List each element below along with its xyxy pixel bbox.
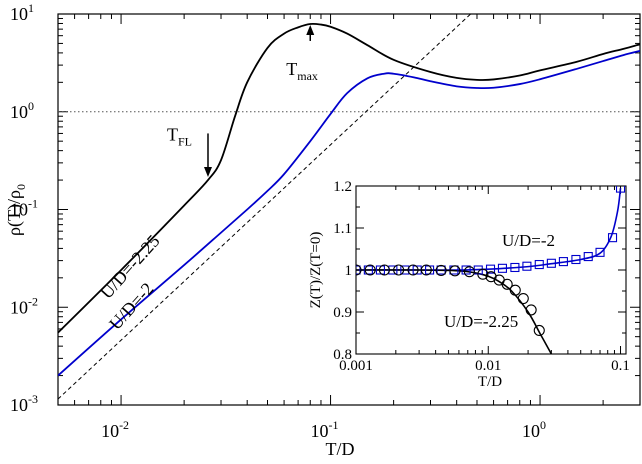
inset-point-square [583, 252, 593, 262]
inset-point-circle [463, 266, 475, 278]
inset-x-tick-label: 0.01 [475, 358, 501, 374]
inset-y-tick-label: 0.9 [333, 305, 352, 321]
inset-point-circle [356, 264, 362, 276]
inset-point-square [461, 265, 471, 275]
inset-x-axis-title: T/D [478, 374, 502, 390]
inset-point-square [546, 258, 556, 268]
inset-point-square [485, 264, 496, 274]
inset-y-tick-label: 1 [345, 263, 353, 279]
inset-y-tick-label: 1.1 [333, 221, 352, 237]
inset-point-square [375, 265, 385, 275]
inset-x-tick-label: 0.001 [339, 358, 373, 374]
inset-ticks [355, 185, 626, 355]
inset-label-blue: U/D=-2 [502, 231, 555, 250]
inset-y-axis-title: Z(T)/Z(T=0) [308, 232, 324, 309]
inset-point-circle [393, 264, 405, 276]
inset-point-circle [435, 264, 447, 276]
main-x-tick-exp: -2 [119, 418, 129, 432]
main-y-tick-base: 10 [10, 297, 28, 317]
main-y-tick-label: 100 [10, 99, 34, 122]
main-series [58, 14, 640, 400]
inset-point-circle [509, 284, 521, 296]
inset-tick-labels: 0.001 0.01 0.1 0.8 0.9 1 1.1 1.2 [333, 179, 630, 374]
main-y-tick-exp: -1 [28, 197, 38, 211]
main-y-axis-title-main: ρ(T)/ρ [4, 190, 25, 236]
main-series-line-black [58, 22, 640, 334]
main-x-axis-title: T/D [326, 439, 355, 459]
main-x-tick-label: 100 [522, 418, 546, 441]
main-x-tick-base: 10 [101, 421, 119, 441]
tfl-label-main: T [167, 124, 178, 144]
main-ticks [57, 13, 641, 406]
main-y-tick-base: 10 [10, 102, 28, 122]
main-series-line-blue [58, 49, 640, 377]
main-y-tick-label: 10-2 [10, 294, 38, 317]
main-x-tick-exp: 0 [540, 418, 546, 432]
inset-point-square [607, 233, 618, 243]
inset-point-circle [449, 265, 461, 277]
inset-point-square [356, 265, 361, 275]
main-y-tick-base: 10 [10, 4, 28, 24]
inset-point-circle [533, 324, 545, 337]
main-y-tick-label: 101 [10, 1, 34, 24]
inset-series-line-black [356, 269, 553, 354]
inset-point-circle [501, 278, 513, 290]
inset-point-circle [378, 264, 390, 276]
inset-point-square [400, 265, 410, 275]
main-x-tick-base: 10 [311, 421, 329, 441]
inset-label-black: U/D=-2.25 [444, 312, 518, 331]
inset-point-square [615, 186, 626, 193]
main-x-tick-label: 10-2 [101, 418, 129, 441]
inset-point-square [497, 263, 507, 273]
inset-point-circle [477, 268, 489, 280]
inset-point-square [436, 265, 446, 275]
main-y-tick-exp: -3 [28, 392, 38, 406]
main-y-tick-exp: 1 [28, 1, 34, 15]
main-x-tick-label: 10-1 [311, 418, 339, 441]
inset-point-square [558, 257, 568, 267]
tmax-label-sub: max [297, 69, 318, 83]
main-y-tick-base: 10 [10, 200, 28, 220]
inset-chart: 0.001 0.01 0.1 0.8 0.9 1 1.1 1.2 U/D=-2 U/D=-2.2… [308, 179, 630, 390]
main-y-axis-title-sub: 0 [14, 184, 28, 190]
main-y-tick-exp: 0 [28, 99, 34, 113]
inset-point-circle [420, 264, 432, 276]
main-x-tick-base: 10 [522, 421, 540, 441]
inset-annotations: U/D=-2 U/D=-2.25 [444, 231, 555, 331]
inset-point-square [510, 262, 520, 273]
inset-point-square [571, 254, 581, 265]
inset-y-tick-label: 1.2 [333, 179, 352, 195]
main-y-tick-label: 10-3 [10, 392, 38, 415]
inset-point-square [363, 265, 373, 275]
inset-point-circle [517, 293, 529, 305]
main-y-tick-base: 10 [10, 395, 28, 415]
main-y-tick-label: 10-1 [10, 197, 38, 220]
tmax-label: Tmax [286, 59, 318, 83]
tfl-label: TFL [167, 124, 192, 148]
inset-point-square [595, 247, 605, 257]
main-y-tick-exp: -2 [28, 294, 38, 308]
inset-point-circle [525, 304, 537, 316]
main-x-tick-exp: -1 [329, 418, 339, 432]
inset-series [356, 186, 626, 354]
tmax-label-main: T [286, 59, 297, 79]
inset-y-tick-label: 0.8 [333, 347, 352, 363]
main-y-axis-title: ρ(T)/ρ0 [4, 184, 28, 236]
inset-point-circle [407, 264, 419, 276]
inset-point-square [534, 259, 544, 270]
tfl-label-sub: FL [178, 134, 192, 148]
inset-point-circle [364, 264, 376, 276]
inset-x-tick-label: 0.1 [611, 358, 630, 374]
inset-point-square [522, 261, 532, 271]
